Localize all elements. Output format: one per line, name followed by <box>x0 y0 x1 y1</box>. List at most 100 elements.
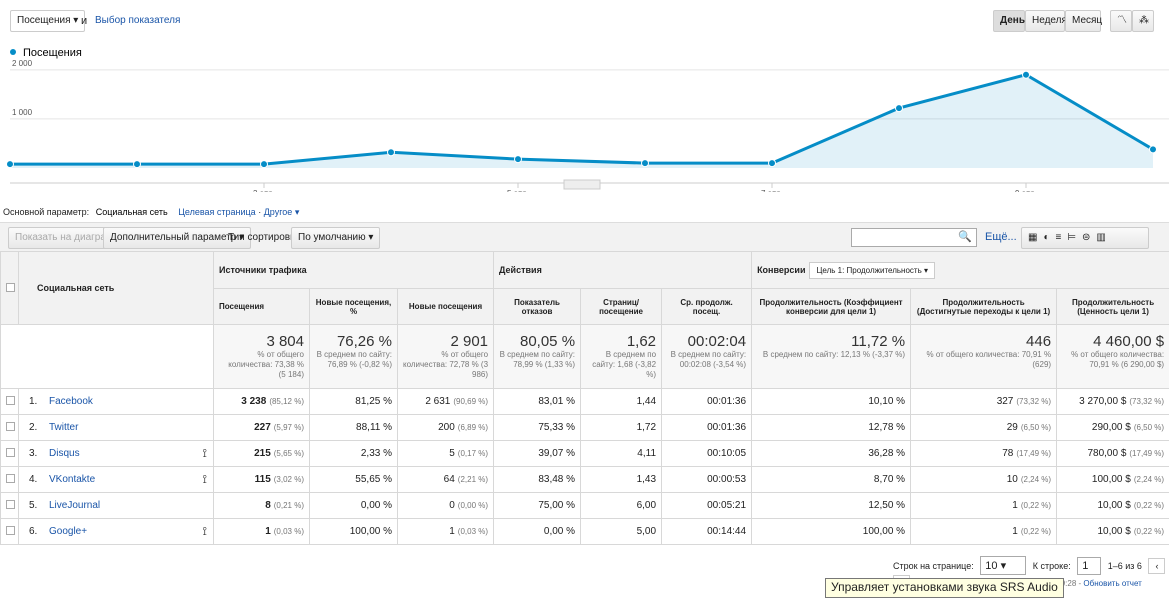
row-index: 5. <box>29 500 49 511</box>
share-icon[interactable]: ⟟ <box>203 446 207 461</box>
point[interactable] <box>7 161 14 168</box>
cell-value: 81,25 % <box>355 396 392 407</box>
row-index: 1. <box>29 396 49 407</box>
search-box[interactable]: 🔍 <box>851 228 977 247</box>
checkbox-cell[interactable] <box>1 415 19 441</box>
data-cell: 00:00:53 <box>662 467 752 493</box>
cell-value: 75,33 % <box>538 422 575 433</box>
total-cell: 80,05 %В среднем по сайту: 78,99 % (1,33… <box>494 325 581 389</box>
line-chart-button[interactable]: 〽 <box>1110 10 1132 32</box>
point[interactable] <box>515 156 522 163</box>
checkbox-cell[interactable] <box>1 493 19 519</box>
data-cell: 100,00 % <box>752 519 911 545</box>
checkbox-cell[interactable] <box>1 441 19 467</box>
data-cell: 4,11 <box>581 441 662 467</box>
cell-value: 00:00:53 <box>707 474 746 485</box>
dimension-cell: 2.Twitter <box>19 415 214 441</box>
point[interactable] <box>642 160 649 167</box>
row-index: 6. <box>29 526 49 537</box>
rows-select[interactable]: 10 ▾ <box>980 556 1026 575</box>
motion-chart-button[interactable]: ⁂ <box>1132 10 1154 32</box>
goal-select[interactable]: Цель 1: Продолжительность ▾ <box>809 262 935 279</box>
data-cell: 00:05:21 <box>662 493 752 519</box>
point[interactable] <box>261 161 268 168</box>
metric-select[interactable]: Посещения ▾ <box>10 10 85 32</box>
data-cell: 55,65 % <box>310 467 398 493</box>
choose-metric-link[interactable]: Выбор показателя <box>95 15 180 26</box>
total-note: % от общего количества: 73,38 % (5 184) <box>219 350 304 380</box>
period-button[interactable]: Месяц <box>1065 10 1101 32</box>
cell-percent: (0,00 %) <box>458 501 488 510</box>
data-cell: 780,00 $(17,49 %) <box>1057 441 1169 467</box>
period-button[interactable]: День <box>993 10 1025 32</box>
total-value: 11,72 % <box>757 333 905 350</box>
cell-percent: (17,49 %) <box>1129 449 1164 458</box>
cell-value: 55,65 % <box>355 474 392 485</box>
point[interactable] <box>1150 146 1157 153</box>
sort-text: По умолчанию <box>298 232 366 243</box>
row-name[interactable]: Twitter <box>49 422 78 433</box>
data-cell: 290,00 $(6,50 %) <box>1057 415 1169 441</box>
row-name[interactable]: Google+ <box>49 526 87 537</box>
chart-collapse[interactable] <box>564 180 600 189</box>
cell-value: 227 <box>254 422 271 433</box>
period-button[interactable]: Неделя <box>1025 10 1065 32</box>
dimension-link[interactable]: Другое <box>264 207 293 217</box>
row-name[interactable]: Facebook <box>49 396 93 407</box>
data-cell: 0,00 % <box>310 493 398 519</box>
data-cell: 115(3,02 %) <box>214 467 310 493</box>
data-cell: 39,07 % <box>494 441 581 467</box>
row-name[interactable]: Disqus <box>49 448 80 459</box>
row-index: 2. <box>29 422 49 433</box>
row-name[interactable]: VKontakte <box>49 474 95 485</box>
cell-value: 200 <box>438 422 455 433</box>
data-row[interactable]: 4.VKontakte⟟115(3,02 %)55,65 %64(2,21 %)… <box>1 467 1169 493</box>
total-value: 80,05 % <box>499 333 575 350</box>
refresh-link[interactable]: Обновить отчет <box>1083 579 1141 588</box>
column-header: Посещения <box>214 289 310 325</box>
point[interactable] <box>896 105 903 112</box>
goto-input[interactable]: 1 <box>1077 557 1101 575</box>
point[interactable] <box>134 161 141 168</box>
cell-value: 12,78 % <box>868 422 905 433</box>
point[interactable] <box>388 149 395 156</box>
share-icon[interactable]: ⟟ <box>203 524 207 539</box>
checkbox-cell[interactable] <box>1 519 19 545</box>
view-buttons[interactable]: ▦◐≡⊨⊜▥ <box>1021 227 1149 249</box>
data-cell: 8,70 % <box>752 467 911 493</box>
metric-select-text: Посещения <box>17 15 71 26</box>
cell-value: 100,00 $ <box>1092 474 1131 485</box>
prev-button[interactable]: ‹ <box>1148 558 1165 574</box>
sort-select[interactable]: По умолчанию ▾ <box>291 227 380 249</box>
column-header: Новые посещения, % <box>310 289 398 325</box>
row-name[interactable]: LiveJournal <box>49 500 100 511</box>
cell-value: 36,28 % <box>868 448 905 459</box>
cell-percent: (73,32 %) <box>1016 397 1051 406</box>
cell-percent: (0,22 %) <box>1021 501 1051 510</box>
cell-percent: (90,69 %) <box>453 397 488 406</box>
data-cell: 3 270,00 $(73,32 %) <box>1057 389 1169 415</box>
checkbox-cell[interactable] <box>1 389 19 415</box>
range-text: 1–6 из 6 <box>1108 561 1142 571</box>
point[interactable] <box>769 160 776 167</box>
data-cell: 10,00 $(0,22 %) <box>1057 519 1169 545</box>
total-cell: 76,26 %В среднем по сайту: 76,89 % (-0,8… <box>310 325 398 389</box>
data-row[interactable]: 6.Google+⟟1(0,03 %)100,00 %1(0,03 %)0,00… <box>1 519 1169 545</box>
data-cell: 29(6,50 %) <box>911 415 1057 441</box>
dimension-link[interactable]: Целевая страница <box>178 207 255 217</box>
more-link[interactable]: Ещё... <box>985 231 1017 243</box>
cell-percent: (6,89 %) <box>458 423 488 432</box>
checkbox-cell[interactable] <box>1 467 19 493</box>
total-note: В среднем по сайту: 76,89 % (-0,82 %) <box>315 350 392 370</box>
goto-label: К строке: <box>1033 561 1071 571</box>
dimension-cell: 1.Facebook <box>19 389 214 415</box>
data-row[interactable]: 3.Disqus⟟215(5,65 %)2,33 %5(0,17 %)39,07… <box>1 441 1169 467</box>
share-icon[interactable]: ⟟ <box>203 472 207 487</box>
point[interactable] <box>1023 71 1030 78</box>
